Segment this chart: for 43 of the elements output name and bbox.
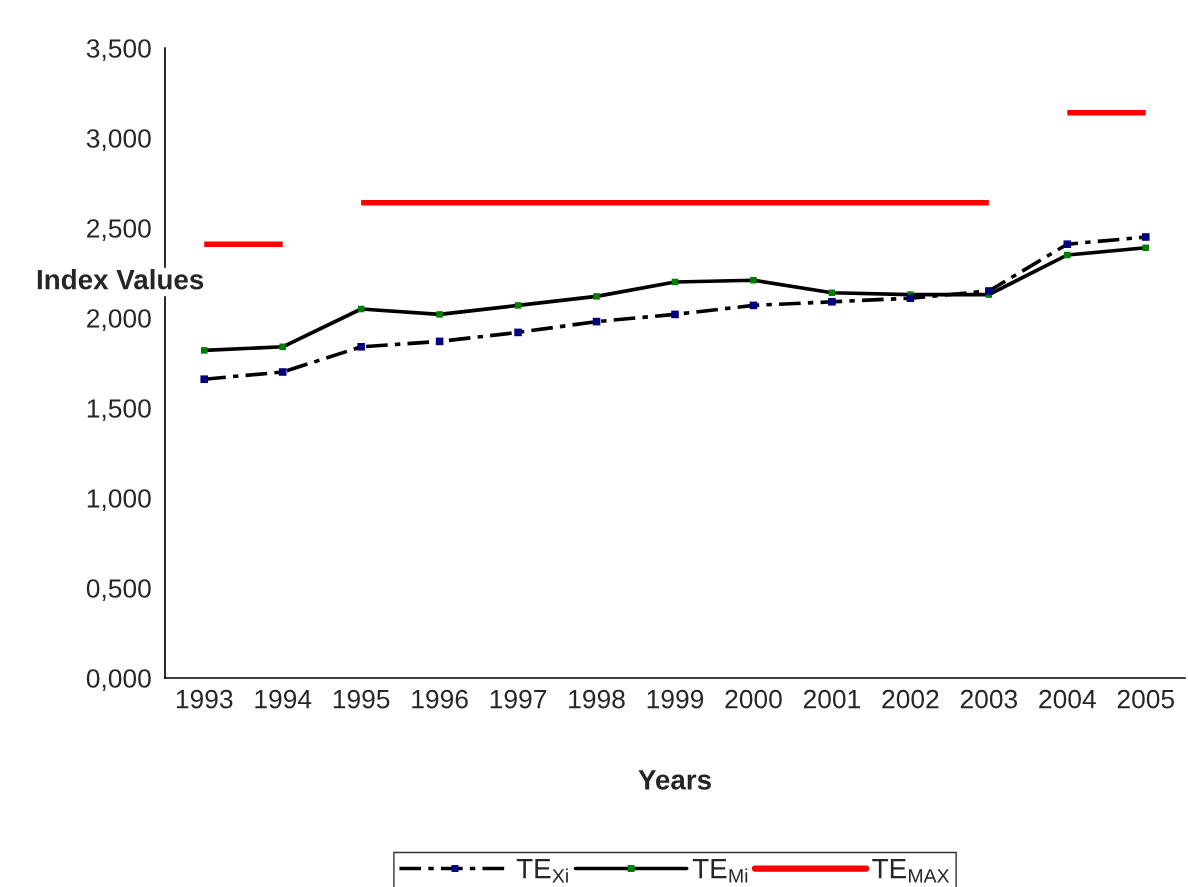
y-tick-label: 0,500 xyxy=(86,579,151,601)
point xyxy=(514,328,522,337)
y-tick-label: 1,000 xyxy=(87,489,151,511)
point xyxy=(593,293,600,300)
y-tick-label: 1,500 xyxy=(87,399,151,421)
point xyxy=(200,347,208,354)
point xyxy=(750,276,757,284)
y-tick-label: 3,000 xyxy=(86,129,151,151)
y-tick-label: 0,000 xyxy=(86,669,151,691)
point xyxy=(828,298,836,306)
x-tick-label: 1999 xyxy=(647,689,704,709)
point xyxy=(200,375,209,383)
point xyxy=(1063,240,1072,248)
point xyxy=(985,287,993,295)
x-tick-label: 2003 xyxy=(960,689,1018,709)
legend-label: TE$_{Mi}$ xyxy=(692,859,748,883)
x-tick-label: 1994 xyxy=(255,689,312,709)
legend-label: TE$_{Xi}$ xyxy=(516,859,568,883)
x-tick-label: 2002 xyxy=(882,689,939,709)
x-tick-label: 1993 xyxy=(176,689,233,709)
x-tick-label: 2001 xyxy=(803,689,860,709)
y-tick-label: 2,500 xyxy=(87,219,151,241)
x-tick-label: 1998 xyxy=(569,689,625,709)
point xyxy=(278,368,287,376)
point xyxy=(906,294,915,302)
x-tick-label: 1996 xyxy=(412,689,468,709)
point xyxy=(514,302,522,309)
x-axis-title: Years xyxy=(638,770,711,790)
point xyxy=(1141,233,1150,241)
y-axis-title: Index Values xyxy=(37,269,204,290)
y-tick-label: 2,000 xyxy=(87,309,151,331)
x-tick-label: 2005 xyxy=(1117,689,1175,709)
y-tick-label: 3,500 xyxy=(86,39,151,61)
point xyxy=(357,343,365,351)
point xyxy=(436,311,443,318)
x-tick-label: 1995 xyxy=(333,689,390,709)
point xyxy=(279,343,286,351)
x-tick-label: 2004 xyxy=(1039,689,1096,709)
x-tick-label: 2000 xyxy=(725,689,782,709)
legend-label: TE$_{MAX}$ xyxy=(872,859,950,883)
point xyxy=(671,310,679,319)
x-tick-label: 1997 xyxy=(490,689,547,709)
point xyxy=(1064,251,1071,259)
